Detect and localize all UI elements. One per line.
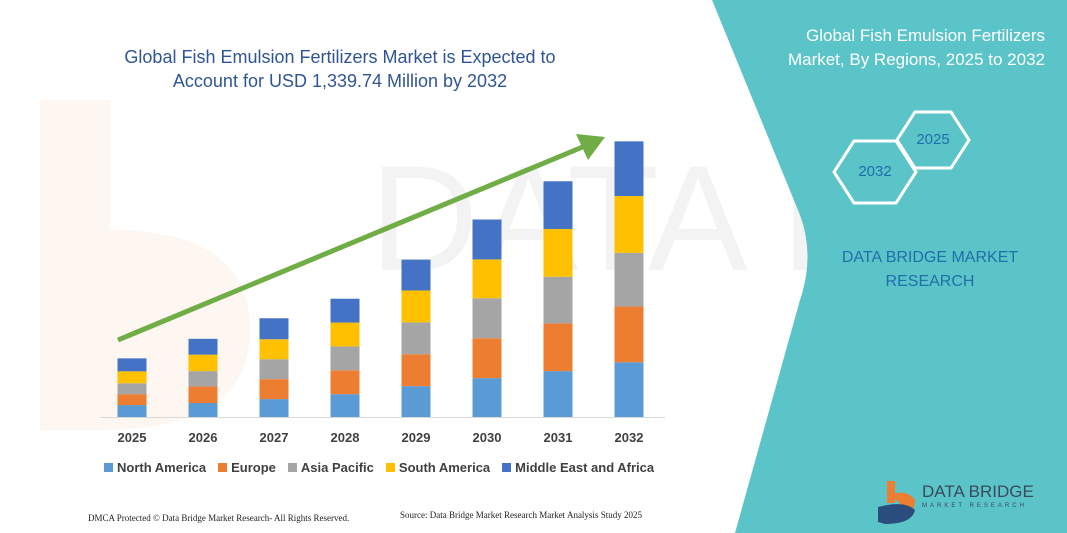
x-tick-label: 2030 bbox=[472, 430, 502, 445]
bar-2027-south-america bbox=[259, 339, 289, 360]
bar-2032-south-america bbox=[614, 196, 644, 253]
bar-2029-middle-east-and-africa bbox=[401, 259, 431, 291]
bar-2032-europe bbox=[614, 306, 644, 363]
bar-2031-middle-east-and-africa bbox=[543, 181, 573, 229]
bar-2027-north-america bbox=[259, 399, 289, 417]
legend-item: North America bbox=[104, 460, 206, 475]
bar-2027-asia-pacific bbox=[259, 359, 289, 380]
legend-item: Middle East and Africa bbox=[502, 460, 654, 475]
bar-2032-middle-east-and-africa bbox=[614, 141, 644, 197]
logo-subtitle: MARKET RESEARCH bbox=[922, 503, 1027, 509]
logo-name: DATA BRIDGE bbox=[922, 482, 1034, 501]
source-text: Source: Data Bridge Market Research Mark… bbox=[400, 510, 642, 520]
x-tick-label: 2027 bbox=[259, 430, 289, 445]
bar-2030-middle-east-and-africa bbox=[472, 219, 502, 260]
bar-2030-europe bbox=[472, 338, 502, 379]
bar-2026-middle-east-and-africa bbox=[188, 338, 218, 355]
hexagon-2032 bbox=[832, 139, 918, 205]
x-tick-label: 2031 bbox=[543, 430, 573, 445]
bar-2025-north-america bbox=[117, 405, 147, 417]
x-tick-label: 2032 bbox=[614, 430, 644, 445]
legend-item: South America bbox=[385, 460, 491, 475]
bar-2030-asia-pacific bbox=[472, 298, 502, 339]
legend-item: Europe bbox=[218, 460, 276, 475]
hex-label-start: 2025 bbox=[916, 131, 950, 148]
brand-text: DATA BRIDGE MARKET RESEARCH bbox=[841, 249, 1019, 290]
logo-icon bbox=[878, 481, 915, 524]
bar-2028-north-america bbox=[330, 394, 360, 417]
bar-2028-middle-east-and-africa bbox=[330, 298, 360, 323]
x-tick-label: 2028 bbox=[330, 430, 360, 445]
bar-2031-europe bbox=[543, 323, 573, 372]
legend-label: North America bbox=[117, 460, 207, 475]
legend-label: Europe bbox=[231, 460, 276, 475]
bar-2028-south-america bbox=[330, 322, 360, 347]
bar-2029-europe bbox=[401, 354, 431, 387]
copyright-text: DMCA Protected © Data Bridge Market Rese… bbox=[88, 513, 350, 523]
legend-swatch bbox=[287, 463, 297, 472]
bar-2027-europe bbox=[259, 379, 289, 400]
bar-2030-north-america bbox=[472, 378, 502, 417]
trend-arrow bbox=[117, 134, 605, 343]
side-panel-background bbox=[712, 0, 1067, 533]
legend-swatch bbox=[502, 463, 512, 472]
bar-2025-europe bbox=[117, 394, 147, 406]
bar-2030-south-america bbox=[472, 259, 502, 299]
bar-2025-south-america bbox=[117, 371, 147, 384]
bar-2026-europe bbox=[188, 386, 218, 404]
hex-label-end: 2032 bbox=[858, 163, 892, 180]
bar-2031-south-america bbox=[543, 228, 573, 277]
x-tick-label: 2029 bbox=[401, 430, 431, 445]
x-tick-label: 2025 bbox=[117, 430, 147, 445]
bar-2025-asia-pacific bbox=[117, 383, 147, 395]
legend: North America Europe Asia Pacific South Ame… bbox=[104, 460, 654, 475]
x-tick-label: 2026 bbox=[188, 430, 218, 445]
bar-2026-asia-pacific bbox=[188, 371, 218, 387]
legend-item: Asia Pacific bbox=[287, 460, 374, 475]
chart-title: Global Fish Emulsion Fertilizers Market … bbox=[124, 47, 556, 91]
bar-2029-north-america bbox=[401, 386, 431, 417]
legend-swatch bbox=[385, 463, 395, 472]
legend-swatch bbox=[104, 463, 113, 472]
legend-swatch bbox=[218, 463, 228, 472]
bar-2029-asia-pacific bbox=[401, 322, 431, 355]
legend-label: Middle East and Africa bbox=[515, 460, 655, 475]
bar-2031-asia-pacific bbox=[543, 276, 573, 324]
bar-2028-asia-pacific bbox=[330, 346, 360, 371]
legend-label: Asia Pacific bbox=[300, 460, 374, 475]
bar-2031-north-america bbox=[543, 371, 573, 417]
side-panel-title: Global Fish Emulsion Fertilizers Market,… bbox=[787, 26, 1045, 69]
bar-2028-europe bbox=[330, 370, 360, 395]
bar-2029-south-america bbox=[401, 290, 431, 323]
bar-2032-asia-pacific bbox=[614, 252, 644, 307]
bar-2026-south-america bbox=[188, 354, 218, 372]
bar-2025-middle-east-and-africa bbox=[117, 358, 147, 372]
legend-label: South America bbox=[398, 460, 491, 475]
bar-2026-north-america bbox=[188, 403, 218, 417]
bar-2032-north-america bbox=[614, 362, 644, 417]
bar-2027-middle-east-and-africa bbox=[259, 318, 289, 340]
